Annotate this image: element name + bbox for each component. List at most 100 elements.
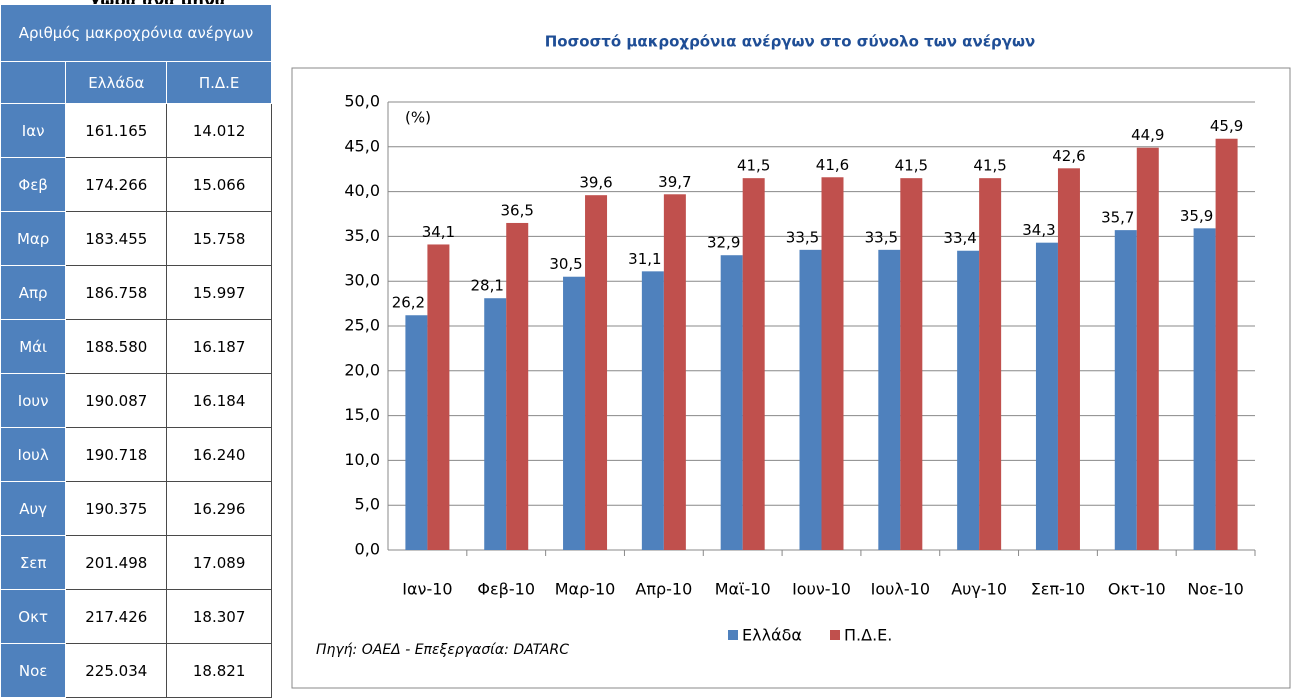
bar — [821, 177, 844, 551]
table-body: Αριθμός μακροχρόνια ανέργων Ελλάδα Π.Δ.Ε … — [0, 4, 272, 698]
value-label: 41,5 — [973, 157, 1006, 175]
table-cell: 15.758 — [166, 211, 272, 266]
bar — [742, 178, 765, 550]
value-label: 36,5 — [501, 201, 534, 219]
value-label: 39,7 — [658, 173, 691, 191]
bar — [484, 298, 507, 550]
value-label: 41,5 — [895, 157, 928, 175]
value-label: 34,1 — [422, 223, 455, 241]
y-tick-label: 45,0 — [344, 136, 380, 155]
bar — [979, 178, 1002, 550]
table-row: Μάι 188.580 16.187 — [0, 319, 272, 374]
annotation: (%) — [405, 109, 431, 127]
y-tick-label: 40,0 — [344, 181, 380, 200]
x-tick-label: Ιαν-10 — [402, 580, 452, 599]
row-header: Νοε — [0, 643, 67, 698]
bar — [720, 255, 743, 550]
table-cell: 225.034 — [65, 643, 168, 698]
value-label: 34,3 — [1022, 221, 1055, 239]
value-label: 33,5 — [865, 228, 898, 246]
x-tick-label: Μαϊ-10 — [715, 580, 771, 599]
value-label: 35,7 — [1101, 209, 1134, 227]
table-cell: 190.718 — [65, 427, 168, 482]
bar — [427, 244, 450, 551]
bar — [506, 222, 529, 550]
x-tick-label: Ιουν-10 — [792, 580, 851, 599]
value-label: 45,9 — [1210, 117, 1243, 135]
source-note: Πηγή: ΟΑΕΔ - Επεξεργασία: DATARC — [316, 642, 569, 658]
table-row: Νοε 225.034 18.821 — [0, 643, 272, 698]
chart-frame — [291, 67, 1291, 689]
row-header: Σεπ — [0, 535, 67, 590]
y-tick-label: 5,0 — [355, 495, 380, 514]
bar — [1136, 147, 1159, 551]
table-cell: 188.580 — [65, 319, 168, 374]
value-label: 39,6 — [579, 174, 612, 192]
value-label: 33,4 — [943, 229, 976, 247]
bar — [663, 194, 686, 550]
table-row: Οκτ 217.426 18.307 — [0, 589, 272, 644]
table-cell: 17.089 — [166, 535, 272, 590]
table-row: Σεπ 201.498 17.089 — [0, 535, 272, 590]
bar — [878, 249, 901, 550]
x-tick-label: Μαρ-10 — [555, 580, 616, 599]
row-header: Απρ — [0, 265, 67, 320]
bar — [1035, 242, 1058, 550]
value-label: 28,1 — [471, 277, 504, 295]
x-tick-label: Ιουλ-10 — [871, 580, 930, 599]
bar — [957, 250, 980, 550]
legend-swatch — [728, 630, 738, 640]
row-header: Φεβ — [0, 157, 67, 212]
table-cell: 161.165 — [65, 103, 168, 158]
table-title: Αριθμός μακροχρόνια ανέργων — [0, 4, 272, 62]
y-tick-label: 0,0 — [355, 540, 380, 559]
data-table: Αριθμός μακροχρόνια ανέργων Ελλάδα Π.Δ.Ε … — [0, 4, 272, 698]
table-cell: 183.455 — [65, 211, 168, 266]
row-header: Ιουλ — [0, 427, 67, 482]
y-tick-label: 25,0 — [344, 316, 380, 335]
bar — [1193, 228, 1216, 550]
table-column-row: Ελλάδα Π.Δ.Ε — [0, 61, 272, 104]
legend-label: Ελλάδα — [742, 626, 802, 645]
table-cell: 18.307 — [166, 589, 272, 644]
bar — [1215, 138, 1238, 550]
table-cell: 15.997 — [166, 265, 272, 320]
bar — [405, 315, 428, 550]
bar — [585, 195, 608, 550]
x-tick-label: Σεπ-10 — [1031, 580, 1086, 599]
table-row: Φεβ 174.266 15.066 — [0, 157, 272, 212]
value-label: 33,5 — [786, 228, 819, 246]
y-tick-label: 15,0 — [344, 405, 380, 424]
x-tick-label: Αυγ-10 — [951, 580, 1007, 599]
row-header: Μαρ — [0, 211, 67, 266]
value-label: 41,6 — [816, 156, 849, 174]
table-row: Μαρ 183.455 15.758 — [0, 211, 272, 266]
table-cell: 217.426 — [65, 589, 168, 644]
table-row: Ιουλ 190.718 16.240 — [0, 427, 272, 482]
table-cell: 201.498 — [65, 535, 168, 590]
row-header: Αυγ — [0, 481, 67, 536]
column-header: Ελλάδα — [65, 61, 168, 104]
row-header: Μάι — [0, 319, 67, 374]
y-tick-label: 35,0 — [344, 226, 380, 245]
row-header: Οκτ — [0, 589, 67, 644]
x-tick-label: Απρ-10 — [635, 580, 692, 599]
row-header: Ιαν — [0, 103, 67, 158]
value-label: 44,9 — [1131, 126, 1164, 144]
bar — [900, 178, 923, 550]
value-label: 32,9 — [707, 234, 740, 252]
table-cell: 18.821 — [166, 643, 272, 698]
table-cell: 190.087 — [65, 373, 168, 428]
bar — [641, 271, 664, 550]
table-title-row: Αριθμός μακροχρόνια ανέργων — [0, 4, 272, 62]
table-row: Απρ 186.758 15.997 — [0, 265, 272, 320]
legend-label: Π.Δ.Ε. — [844, 626, 892, 645]
table-cell: 190.375 — [65, 481, 168, 536]
table-cell: 15.066 — [166, 157, 272, 212]
table-cell: 174.266 — [65, 157, 168, 212]
value-label: 30,5 — [549, 255, 582, 273]
value-label: 26,2 — [392, 294, 425, 312]
value-label: 31,1 — [628, 250, 661, 268]
